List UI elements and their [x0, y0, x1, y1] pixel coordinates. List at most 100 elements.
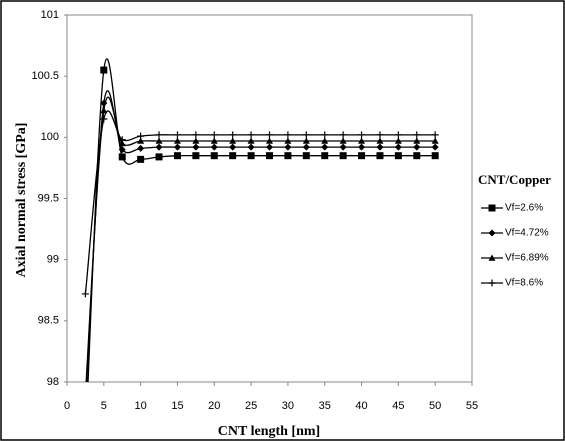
marker: [81, 290, 89, 298]
marker: [100, 66, 108, 74]
marker: [413, 137, 421, 144]
marker: [173, 137, 181, 144]
marker: [192, 152, 200, 160]
legend-label: Vf=4.72%: [505, 228, 549, 239]
y-tick-label: 99.5: [38, 192, 59, 204]
plot-area: [66, 14, 473, 383]
legend-label: Vf=2.6%: [505, 203, 543, 214]
legend-marker: [488, 229, 496, 237]
marker: [431, 143, 439, 151]
series-line: [87, 58, 436, 382]
marker: [137, 137, 145, 144]
legend-title: CNT/Copper: [478, 172, 551, 187]
marker: [210, 131, 218, 139]
marker: [155, 153, 163, 161]
legend-marker: [488, 279, 496, 287]
marker: [192, 143, 200, 151]
marker: [137, 155, 145, 163]
marker: [321, 131, 329, 139]
marker: [394, 143, 402, 151]
x-tick-label: 15: [171, 400, 183, 412]
marker: [284, 143, 292, 151]
y-tick-label: 98.5: [38, 315, 59, 327]
y-tick-label: 98: [47, 376, 59, 388]
y-tick-label: 101: [41, 9, 59, 21]
marker: [173, 152, 181, 160]
legend-label: Vf=6.89%: [505, 253, 549, 264]
marker: [358, 143, 366, 151]
marker: [413, 143, 421, 151]
marker: [284, 152, 292, 160]
x-tick-label: 0: [64, 400, 70, 412]
x-tick-label: 25: [245, 400, 257, 412]
marker: [82, 403, 89, 410]
x-axis-label: CNT length [nm]: [218, 424, 320, 439]
marker: [266, 152, 273, 160]
marker: [137, 132, 145, 140]
marker: [284, 137, 292, 144]
marker: [100, 106, 108, 114]
marker: [321, 143, 329, 151]
series-line: [84, 110, 436, 294]
marker: [229, 143, 237, 151]
marker: [394, 137, 402, 144]
x-tick-label: 5: [101, 400, 107, 412]
x-tick-label: 55: [466, 400, 478, 412]
marker: [192, 131, 200, 139]
marker: [358, 152, 366, 160]
marker: [118, 146, 126, 154]
marker: [118, 136, 126, 144]
marker: [155, 131, 163, 139]
marker: [358, 137, 366, 144]
series-line: [85, 96, 436, 382]
y-tick-label: 100: [41, 131, 59, 143]
marker: [376, 131, 384, 139]
y-axis-label: Axial normal stress [GPa]: [14, 123, 29, 278]
x-tick-label: 50: [429, 400, 441, 412]
marker: [358, 131, 366, 139]
marker: [266, 131, 273, 139]
marker: [302, 131, 310, 139]
x-tick-label: 20: [208, 400, 220, 412]
marker: [302, 152, 310, 160]
marker: [376, 143, 384, 151]
marker: [339, 143, 347, 151]
marker: [210, 152, 218, 160]
marker: [229, 131, 237, 139]
marker: [192, 137, 200, 144]
marker: [173, 143, 181, 151]
x-tick-label: 35: [319, 400, 331, 412]
marker: [82, 391, 89, 397]
plot: [81, 58, 439, 410]
marker: [431, 137, 439, 144]
x-tick-label: 40: [355, 400, 367, 412]
marker: [394, 152, 402, 160]
marker: [394, 131, 402, 139]
marker: [173, 131, 181, 139]
x-tick-label: 45: [392, 400, 404, 412]
marker: [100, 115, 108, 123]
marker: [431, 131, 439, 139]
marker: [284, 131, 292, 139]
marker: [376, 137, 384, 144]
marker: [302, 143, 310, 151]
marker: [321, 137, 329, 144]
marker: [137, 144, 145, 152]
y-tick-label: 100.5: [31, 70, 59, 82]
marker: [413, 152, 421, 160]
marker: [210, 137, 218, 144]
marker: [302, 137, 310, 144]
marker: [247, 143, 255, 151]
marker: [266, 143, 273, 151]
y-tick-label: 99: [47, 254, 59, 266]
marker: [339, 137, 347, 144]
marker: [266, 137, 273, 144]
marker: [155, 143, 163, 151]
marker: [413, 131, 421, 139]
marker: [376, 152, 384, 160]
x-tick-label: 30: [282, 400, 294, 412]
legend-marker: [488, 254, 496, 261]
marker: [247, 137, 255, 144]
